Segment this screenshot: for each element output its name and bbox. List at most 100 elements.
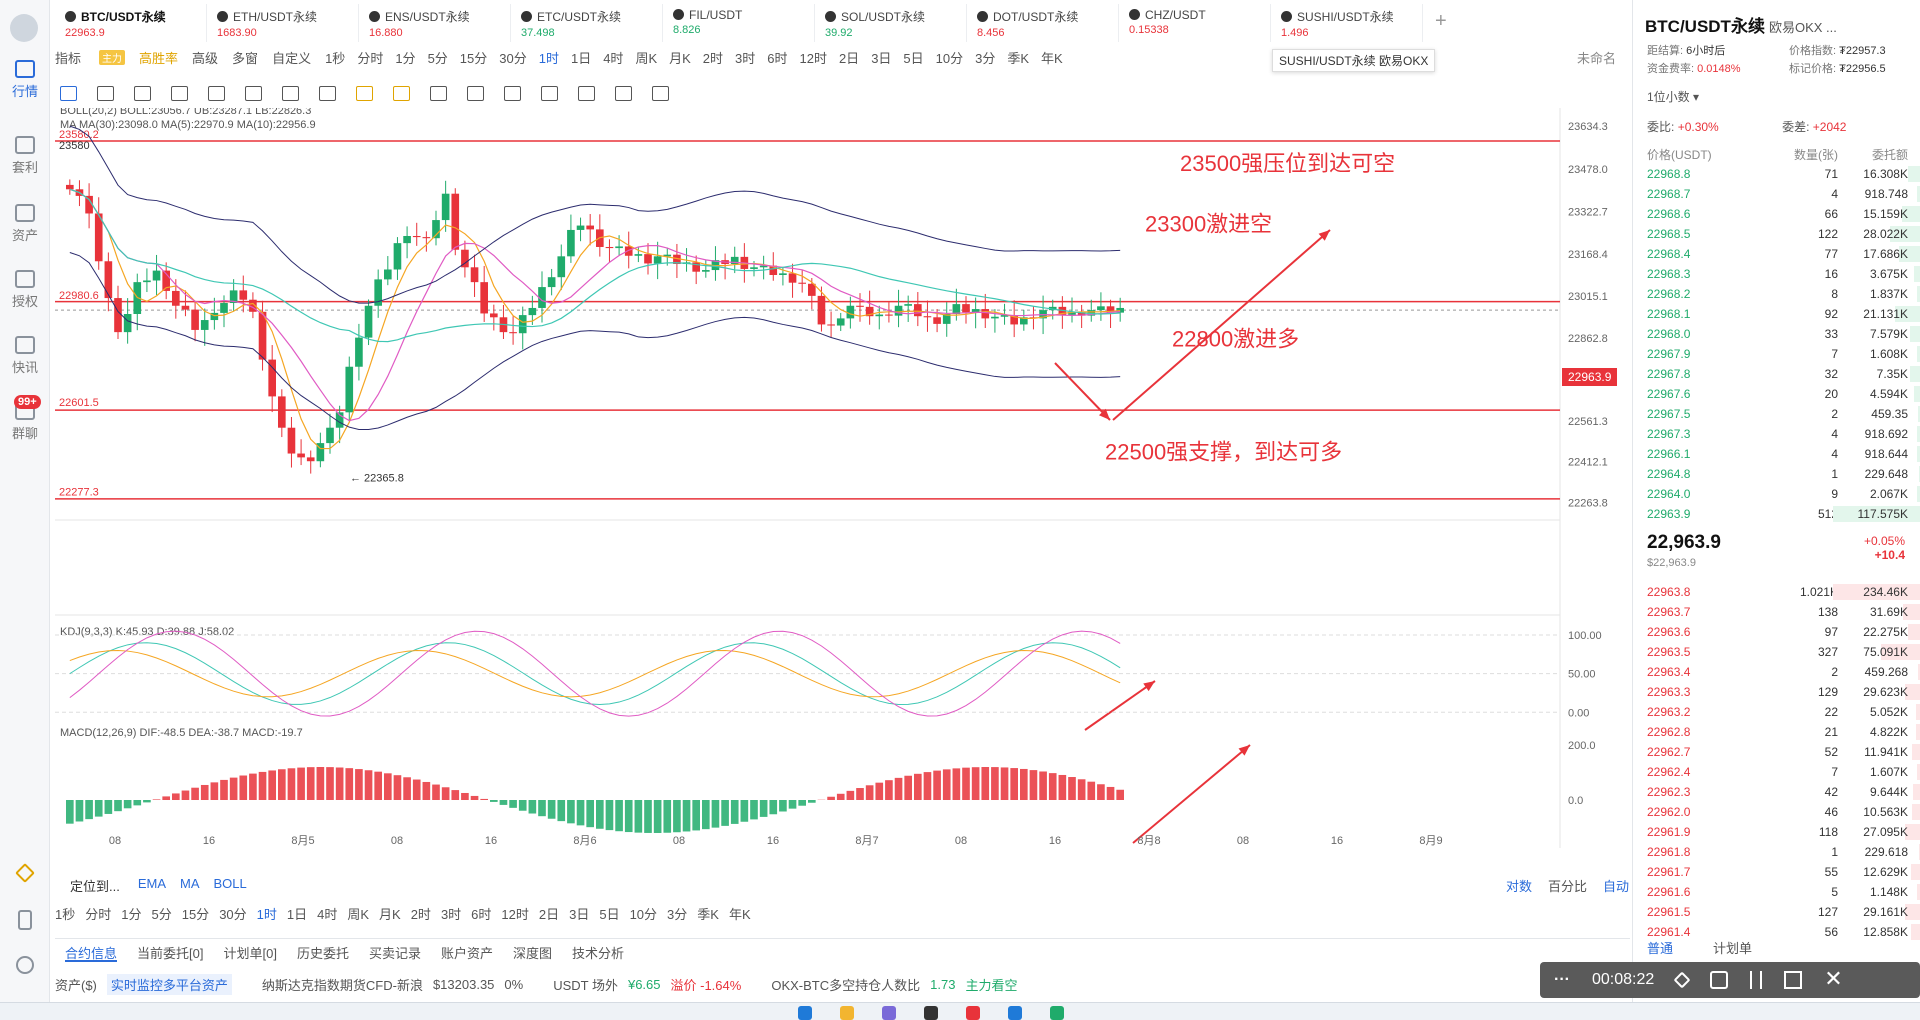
diamond-icon[interactable] [15, 863, 35, 883]
timeframe-button[interactable]: 分时 [85, 907, 112, 922]
sidebar-item-2[interactable]: 资产 [0, 204, 50, 244]
info-tab[interactable]: 当前委托[0] [137, 946, 204, 961]
timeframe-button[interactable]: 3时 [440, 907, 462, 922]
orderbook-row[interactable]: 22963.5 327 75.091K [1633, 642, 1920, 662]
orderbook-row[interactable]: 22961.9 118 27.095K [1633, 822, 1920, 842]
app-icon[interactable] [966, 1006, 980, 1020]
multi-window-button[interactable]: 多窗 [232, 50, 259, 66]
timeframe-button[interactable]: 3日 [871, 50, 892, 66]
rectangle-icon[interactable] [171, 85, 188, 101]
timeframe-button[interactable]: 季K [1007, 50, 1030, 66]
brush-icon[interactable] [467, 85, 484, 101]
lock-icon[interactable] [541, 85, 558, 101]
sidebar-item-3[interactable]: 授权 [0, 270, 50, 310]
symbol-tab[interactable]: ENS/USDT永续 16.880 [359, 4, 511, 42]
trash-icon[interactable] [652, 85, 669, 101]
orderbook-row[interactable]: 22966.1 4 918.644 [1633, 444, 1920, 464]
symbol-tab[interactable]: ETC/USDT永续 37.498 [511, 4, 663, 42]
timeframe-button[interactable]: 1日 [570, 50, 592, 66]
orderbook-row[interactable]: 22963.4 2 459.268 [1633, 662, 1920, 682]
info-tab[interactable]: 合约信息 [65, 943, 118, 962]
orderbook-row[interactable]: 22967.8 32 7.35K [1633, 364, 1920, 384]
orderbook-row[interactable]: 22968.2 8 1.837K [1633, 284, 1920, 304]
timeframe-button[interactable]: 月K [669, 50, 691, 66]
orderbook-row[interactable]: 22961.6 5 1.148K [1633, 882, 1920, 902]
wave-icon[interactable] [245, 85, 262, 101]
timeframe-button[interactable]: 15分 [181, 907, 210, 922]
advanced-button[interactable]: 高级 [192, 50, 219, 66]
timeframe-button[interactable]: 10分 [629, 907, 658, 922]
plus-tool-icon[interactable] [282, 85, 299, 101]
indicator-toggle[interactable]: BOLL [213, 876, 247, 891]
timeframe-button[interactable]: 周K [347, 907, 370, 922]
indicator-toggle[interactable]: MA [180, 876, 200, 891]
orderbook-row[interactable]: 22963.2 22 5.052K [1633, 702, 1920, 722]
info-tab[interactable]: 历史委托 [296, 946, 349, 961]
orderbook-row[interactable]: 22967.5 2 459.35 [1633, 404, 1920, 424]
timeframe-button[interactable]: 1日 [286, 907, 308, 922]
decimal-select[interactable]: 1位小数 ▾ [1647, 90, 1700, 104]
timeframe-button[interactable]: 年K [1041, 50, 1063, 66]
info-tab[interactable]: 计划单[0] [223, 946, 277, 961]
settings-icon[interactable] [16, 956, 34, 974]
orderbook-row[interactable]: 22963.8 1.021K 234.46K [1633, 582, 1920, 602]
orderbook-row[interactable]: 22963.6 97 22.275K [1633, 622, 1920, 642]
candlestick-chart[interactable]: 23634.3 23478.0 23322.7 23168.4 23015.1 22862… [55, 89, 1630, 848]
layout-name[interactable]: 未命名 [1576, 50, 1616, 66]
orderbook-row[interactable]: 22963.9 512 117.575K [1633, 504, 1920, 524]
timeframe-button[interactable]: 1时 [538, 50, 559, 66]
phone-icon[interactable] [18, 910, 32, 930]
close-icon[interactable]: ✕ [1824, 966, 1843, 991]
orderbook-row[interactable]: 22963.3 129 29.623K [1633, 682, 1920, 702]
line-tool-icon[interactable] [97, 85, 114, 101]
edit-icon[interactable] [615, 85, 632, 101]
custom-button[interactable]: 自定义 [272, 50, 312, 66]
timeframe-button[interactable]: 3时 [735, 50, 756, 66]
timeframe-button[interactable]: 6时 [471, 907, 492, 922]
parallel-icon[interactable] [208, 85, 225, 101]
timeframe-button[interactable]: 30分 [499, 50, 527, 66]
timeframe-button[interactable]: 5日 [599, 907, 620, 922]
bars-icon[interactable] [504, 85, 521, 101]
timeframe-button[interactable]: 4时 [603, 50, 624, 66]
tab-normal[interactable]: 普通 [1647, 941, 1674, 956]
symbol-tab[interactable]: ETH/USDT永续 1683.90 [207, 4, 359, 42]
timeframe-button[interactable]: 季K [697, 907, 719, 922]
orderbook-row[interactable]: 22962.4 7 1.607K [1633, 762, 1920, 782]
timeframe-button[interactable]: 5分 [427, 50, 448, 66]
timeframe-button[interactable]: 3分 [667, 907, 688, 922]
camera-icon[interactable] [1710, 971, 1729, 989]
ruler-icon[interactable] [430, 85, 447, 101]
indicator-button[interactable]: 指标 [55, 50, 82, 66]
chart-area[interactable]: 23634.3 23478.0 23322.7 23168.4 23015.1 22862… [55, 89, 1630, 848]
info-tab[interactable]: 买卖记录 [368, 946, 421, 961]
auto-scale-button[interactable]: 自动 [1603, 879, 1630, 894]
magnet-icon[interactable] [356, 85, 373, 101]
timeframe-button[interactable]: 年K [728, 907, 751, 922]
orderbook-row[interactable]: 22964.0 9 2.067K [1633, 484, 1920, 504]
timeframe-button[interactable]: 周K [635, 50, 658, 66]
timeframe-button[interactable]: 1时 [256, 907, 277, 922]
timeframe-button[interactable]: 2日 [538, 907, 560, 922]
orderbook-row[interactable]: 22962.8 21 4.822K [1633, 722, 1920, 742]
stop-icon[interactable] [1784, 971, 1803, 989]
percent-scale-button[interactable]: 百分比 [1548, 879, 1588, 894]
crosshair-icon[interactable] [60, 85, 77, 101]
orderbook-row[interactable]: 22961.7 55 12.629K [1633, 862, 1920, 882]
orderbook-row[interactable]: 22968.8 71 16.308K [1633, 164, 1920, 184]
timeframe-button[interactable]: 月K [379, 907, 401, 922]
timeframe-button[interactable]: 15分 [459, 50, 488, 66]
timeframe-button[interactable]: 3日 [569, 907, 590, 922]
sidebar-item-0[interactable]: 行情 [0, 60, 50, 100]
more-icon[interactable]: ··· [1554, 971, 1570, 988]
orderbook-row[interactable]: 22967.3 4 918.692 [1633, 424, 1920, 444]
sidebar-item-1[interactable]: 套利 [0, 136, 50, 176]
timeframe-button[interactable]: 6时 [767, 50, 788, 66]
trend-tool-icon[interactable] [134, 85, 151, 101]
orderbook-row[interactable]: 22968.6 66 15.159K [1633, 204, 1920, 224]
timeframe-button[interactable]: 12时 [799, 50, 827, 66]
win-rate-button[interactable]: 高胜率 [139, 50, 179, 66]
orderbook-row[interactable]: 22961.8 1 229.618 [1633, 842, 1920, 862]
folder-icon[interactable] [840, 1006, 854, 1020]
timeframe-button[interactable]: 分时 [357, 50, 384, 66]
